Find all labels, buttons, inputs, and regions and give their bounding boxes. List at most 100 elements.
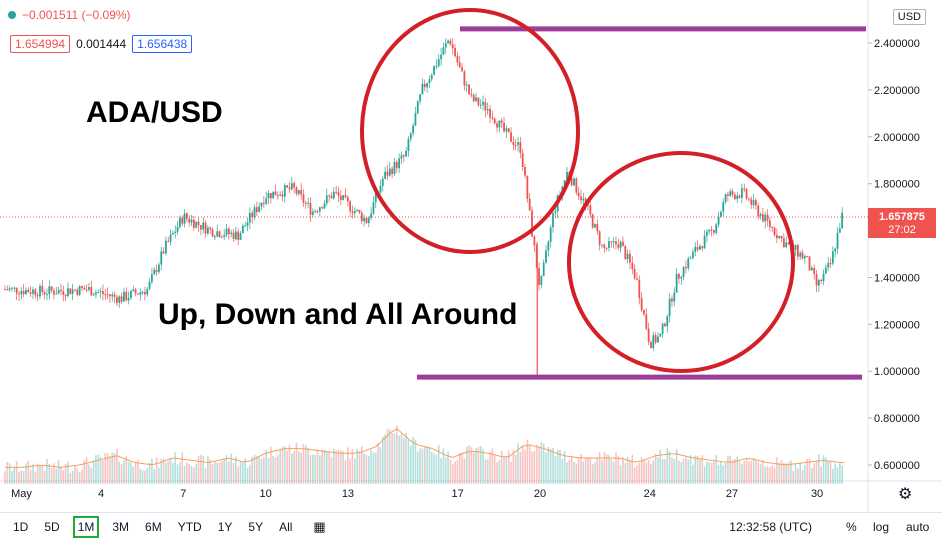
volume-bar: [204, 468, 207, 484]
candle-body: [738, 195, 741, 198]
volume-bar: [806, 459, 809, 484]
candle-body: [463, 71, 466, 86]
volume-bar: [8, 463, 11, 484]
volume-bar: [328, 451, 330, 484]
candle-body: [90, 287, 93, 296]
candle-body: [570, 178, 573, 186]
y-tick-label: 1.000000: [874, 366, 920, 378]
candle-body: [603, 244, 606, 248]
candle-body: [337, 192, 340, 196]
range-3m-button[interactable]: 3M: [112, 520, 130, 534]
candle-body: [612, 241, 615, 243]
volume-bar: [48, 463, 51, 484]
volume-bar: [398, 435, 400, 484]
volume-bar: [477, 446, 480, 484]
candle-body: [810, 267, 813, 271]
volume-bar: [228, 461, 230, 484]
candle-body: [97, 291, 100, 293]
candle-body: [643, 309, 645, 315]
range-all-button[interactable]: All: [279, 520, 293, 534]
price-chart[interactable]: 2.4000002.2000002.0000001.8000001.600000…: [0, 0, 942, 512]
volume-bar: [561, 459, 564, 484]
volume-bar: [330, 457, 333, 484]
volume-bar: [619, 465, 622, 484]
volume-bar: [4, 470, 6, 484]
x-tick-label: 30: [811, 488, 823, 500]
calendar-icon[interactable]: ▦: [313, 519, 326, 534]
volume-bar: [799, 463, 802, 484]
candle-body: [433, 66, 435, 75]
volume-bar: [214, 460, 216, 484]
candle-body: [554, 211, 557, 213]
range-1m-button[interactable]: 1M: [72, 516, 100, 538]
range-ytd-button[interactable]: YTD: [177, 520, 202, 534]
volume-bar: [531, 451, 533, 484]
candle-body: [822, 273, 825, 282]
volume-bar: [703, 466, 706, 484]
volume-bar: [603, 451, 606, 484]
clock-text[interactable]: 12:32:58 (UTC): [729, 520, 812, 534]
volume-bar: [797, 468, 799, 484]
volume-bar: [640, 457, 643, 484]
volume-bar: [244, 458, 246, 484]
ask-price-box[interactable]: 1.656438: [132, 35, 193, 53]
volume-bar: [717, 465, 720, 484]
candle-body: [428, 79, 431, 84]
volume-bar: [528, 445, 531, 484]
volume-bar: [510, 461, 512, 484]
gear-icon[interactable]: ⚙: [898, 486, 913, 503]
candle-body: [393, 161, 396, 175]
volume-bar: [235, 456, 237, 484]
volume-bar: [673, 458, 676, 484]
percent-toggle[interactable]: %: [846, 520, 857, 534]
volume-bar: [134, 462, 137, 484]
volume-bar: [109, 456, 111, 484]
candle-body: [675, 273, 678, 293]
volume-bar: [237, 466, 239, 484]
candle-body: [682, 267, 685, 277]
volume-bar: [39, 465, 41, 484]
volume-bar: [783, 462, 785, 484]
candle-body: [398, 158, 401, 169]
range-5d-button[interactable]: 5D: [44, 520, 60, 534]
volume-bar: [738, 461, 741, 484]
candle-body: [314, 210, 317, 212]
volume-bar: [6, 462, 9, 484]
candle-body: [498, 120, 501, 128]
volume-bar: [573, 461, 575, 484]
log-toggle[interactable]: log: [873, 520, 890, 534]
volume-bar: [260, 458, 263, 484]
bid-price-box[interactable]: 1.654994: [10, 35, 71, 53]
candle-body: [477, 97, 480, 106]
candle-body: [491, 117, 494, 119]
range-6m-button[interactable]: 6M: [145, 520, 162, 534]
candle-body: [15, 287, 18, 294]
auto-toggle[interactable]: auto: [906, 520, 930, 534]
volume-bar: [594, 462, 596, 484]
candle-body: [209, 227, 212, 230]
candle-body: [538, 268, 540, 285]
volume-bar: [221, 460, 223, 484]
candle-body: [566, 172, 568, 181]
currency-button[interactable]: USD: [892, 9, 926, 25]
volume-bar: [559, 449, 561, 484]
candle-body: [339, 195, 342, 200]
candle-body: [234, 231, 237, 240]
volume-bar: [158, 467, 160, 484]
candle-body: [27, 289, 30, 293]
range-1y-button[interactable]: 1Y: [217, 520, 233, 534]
candle-body: [659, 333, 662, 337]
candle-body: [573, 178, 575, 186]
volume-bar: [650, 463, 652, 484]
candle-body: [601, 244, 603, 246]
candle-body: [43, 292, 46, 295]
candle-body: [328, 195, 331, 197]
range-1d-button[interactable]: 1D: [13, 520, 29, 534]
volume-bar: [629, 460, 631, 484]
volume-bar: [699, 459, 701, 484]
range-5y-button[interactable]: 5Y: [248, 520, 264, 534]
volume-bar: [547, 447, 550, 484]
volume-bar: [216, 462, 219, 484]
volume-bar: [766, 465, 769, 484]
candle-body: [41, 285, 44, 293]
